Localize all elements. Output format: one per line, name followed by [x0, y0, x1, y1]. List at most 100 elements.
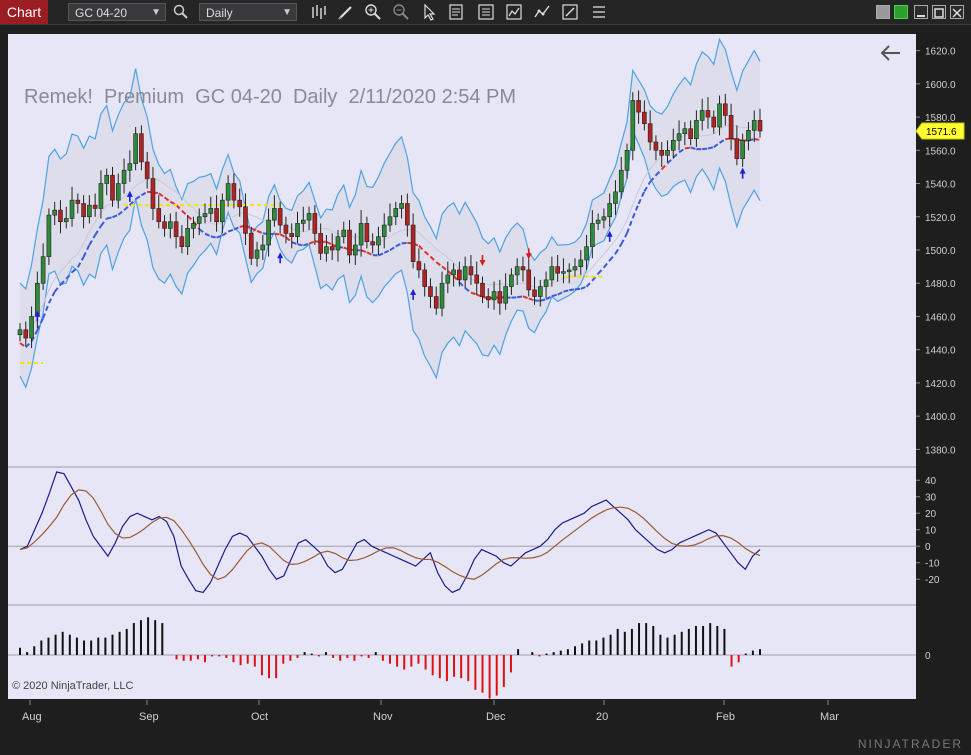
trailing-stop-segment [366, 251, 374, 257]
chart-canvas[interactable] [8, 34, 916, 699]
candle-body [185, 228, 190, 247]
trailing-stop-segment [221, 230, 229, 237]
price-tick-label: 1440.0 [925, 346, 956, 357]
window-close-button[interactable] [950, 5, 964, 19]
candle-body [607, 203, 612, 218]
trailing-stop-segment [285, 236, 293, 243]
trailing-stop-segment [637, 190, 646, 205]
candle-body [659, 150, 665, 156]
window-maximize-button[interactable] [932, 5, 946, 19]
search-icon[interactable] [172, 3, 190, 21]
candle-body [75, 199, 81, 204]
candle-body [150, 178, 156, 209]
data-box-icon[interactable] [447, 3, 465, 21]
candle-body [52, 209, 57, 216]
candle-body [549, 266, 555, 281]
candle-body [243, 206, 248, 234]
trailing-stop-segment [447, 270, 455, 277]
candle-body [191, 223, 196, 229]
trailing-stop-segment [580, 285, 587, 290]
zoom-in-icon[interactable] [364, 3, 382, 21]
interval-selector[interactable]: Daily ▼ [199, 3, 297, 21]
candle-body [306, 213, 312, 221]
candle-body [173, 221, 179, 238]
candle-body [538, 286, 543, 297]
buy-arrow-icon [410, 288, 417, 300]
indicators-icon[interactable] [505, 3, 523, 21]
candle-body [179, 236, 185, 247]
time-tick-label: Oct [251, 711, 268, 723]
trailing-stop-segment [19, 342, 27, 349]
candle-body [543, 279, 549, 287]
trailing-stop-segment [551, 293, 558, 298]
window-minimize-button[interactable] [914, 5, 928, 19]
bar-type-icon[interactable] [310, 3, 328, 21]
candle-body [110, 174, 115, 201]
time-axis[interactable]: Aug Sep Oct Nov Dec 20 Feb Mar [8, 700, 916, 740]
candle-body [260, 244, 266, 251]
properties-icon[interactable] [477, 3, 495, 21]
time-tick-label: Nov [373, 711, 393, 723]
candle-body [474, 274, 480, 284]
trailing-stop-segment [192, 220, 201, 230]
trailing-stop-segment [76, 256, 85, 268]
candle-body [694, 120, 699, 139]
price-tick-label: 1620.0 [925, 47, 956, 58]
trailing-stop-segment [378, 251, 385, 257]
trailing-stop-segment [297, 243, 304, 247]
chart-panel[interactable] [8, 34, 916, 699]
candle-body [196, 216, 202, 224]
zoom-out-icon[interactable] [392, 3, 410, 21]
candle-body [676, 133, 682, 141]
trailing-stop-segment [684, 146, 691, 150]
link-icon[interactable] [894, 5, 908, 19]
candle-body [433, 296, 439, 309]
export-icon[interactable] [561, 3, 579, 21]
trailing-stop-segment [291, 241, 298, 246]
templates-icon[interactable] [590, 3, 608, 21]
price-axis[interactable]: 1620.0 1600.0 1580.0 1560.0 1540.0 1520.0 1500… [915, 34, 971, 699]
candle-body [624, 150, 630, 171]
trailing-stop-segment [395, 242, 403, 248]
current-price-marker [915, 122, 965, 140]
candle-body [757, 120, 763, 132]
trailing-stop-segment [608, 252, 617, 262]
trailing-stop-segment [672, 151, 680, 159]
candle-body [636, 100, 641, 113]
ninjatrader-logo: NINJATRADER [857, 737, 963, 751]
pointer-icon[interactable] [420, 3, 438, 21]
trailing-stop-segment [65, 271, 73, 280]
candle-body [104, 174, 110, 184]
trailing-stop-segment [163, 196, 171, 203]
strategies-icon[interactable] [533, 3, 551, 21]
oscillator-fast-line [19, 471, 761, 594]
pencil-icon[interactable] [337, 3, 355, 21]
buy-arrow-icon [34, 310, 41, 322]
price-tick-label: 1520.0 [925, 213, 956, 224]
price-tick-label: 1480.0 [925, 279, 956, 290]
trailing-stop-segment [30, 329, 39, 342]
trailing-stop-segment [424, 250, 432, 258]
candle-body [751, 120, 757, 131]
candle-body [168, 221, 173, 229]
trailing-stop-segment [308, 240, 316, 245]
candle-body [17, 329, 23, 336]
time-tick-label: Sep [139, 711, 159, 723]
candle-body [509, 274, 514, 287]
candle-body [162, 221, 167, 229]
chart-tab[interactable]: Chart [0, 0, 48, 24]
trailing-stop-segment [325, 240, 333, 246]
scroll-back-arrow-icon[interactable] [878, 40, 904, 66]
instrument-selector[interactable]: GC 04-20 ▼ [68, 3, 166, 21]
price-tick-label: 1420.0 [925, 379, 956, 390]
candle-body [40, 256, 46, 284]
candle-body [601, 216, 607, 221]
candle-body [728, 115, 734, 139]
candle-body [561, 271, 566, 274]
osc-tick-label: -10 [925, 559, 940, 570]
candle-body [491, 291, 497, 301]
price-tick-label: 1580.0 [925, 113, 956, 124]
price-tick-label: 1500.0 [925, 246, 956, 257]
minimize-icon[interactable] [876, 5, 890, 19]
candle-body [746, 130, 751, 141]
